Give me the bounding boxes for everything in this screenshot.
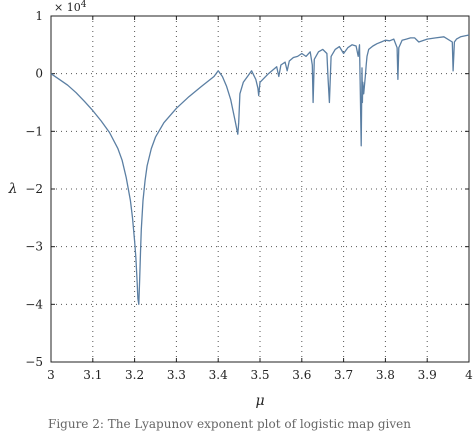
- x-tick-label: 3.9: [418, 368, 437, 382]
- y-tick-label: −3: [25, 240, 43, 254]
- y-tick-label: 1: [35, 9, 43, 23]
- y-exponent-label: × 104: [54, 0, 87, 14]
- x-tick-label: 3.4: [209, 368, 228, 382]
- x-tick-label: 3: [47, 368, 55, 382]
- x-tick-label: 3.2: [125, 368, 144, 382]
- y-tick-label: −4: [25, 297, 43, 311]
- y-axis-title: λ: [8, 181, 18, 197]
- x-tick-label: 3.3: [167, 368, 186, 382]
- y-tick-label: −1: [25, 124, 43, 138]
- x-tick-label: 4: [465, 368, 473, 382]
- y-tick-label: 0: [35, 67, 43, 81]
- y-tick-label: −2: [25, 182, 43, 196]
- lyapunov-chart: 3 3.1 3.2 3.3 3.4 3.5 3.6 3.7 3.8 3.9 4 1 0 −1 −2 −3 −4 −…: [8, 0, 474, 409]
- x-tick-label: 3.8: [376, 368, 395, 382]
- figure-caption: Figure 2: The Lyapunov exponent plot of …: [48, 417, 411, 431]
- axis-ticks: 3 3.1 3.2 3.3 3.4 3.5 3.6 3.7 3.8 3.9 4 1 0 −1 −2 −3 −4 −…: [25, 9, 473, 382]
- x-tick-label: 3.5: [250, 368, 269, 382]
- x-axis-title: μ: [255, 393, 264, 409]
- grid-lines: [51, 16, 469, 362]
- lyapunov-series-line: [50, 34, 470, 305]
- y-tick-label: −5: [25, 355, 43, 369]
- x-tick-label: 3.6: [292, 368, 311, 382]
- y-exponent-power: 4: [81, 0, 87, 10]
- x-tick-label: 3.1: [83, 368, 102, 382]
- x-tick-label: 3.7: [334, 368, 353, 382]
